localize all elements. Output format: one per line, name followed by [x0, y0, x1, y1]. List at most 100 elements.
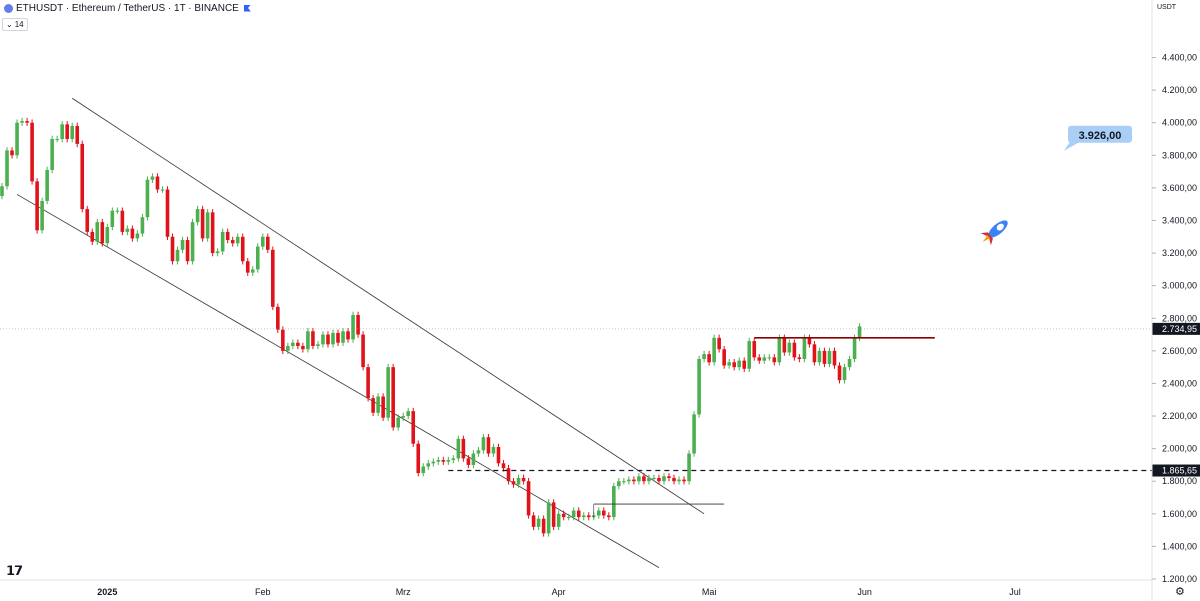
candle-body[interactable] — [747, 341, 752, 369]
candle-body[interactable] — [255, 246, 260, 270]
candle-body[interactable] — [647, 477, 651, 482]
candle-body[interactable] — [677, 479, 681, 482]
candle-body[interactable] — [95, 222, 100, 242]
candle-body[interactable] — [401, 416, 405, 418]
candle-body[interactable] — [627, 479, 631, 482]
candle-body[interactable] — [471, 453, 476, 465]
candle-body[interactable] — [622, 481, 626, 483]
candle-body[interactable] — [717, 337, 721, 350]
candle-body[interactable] — [75, 125, 80, 144]
candle-body[interactable] — [566, 517, 571, 519]
candle-body[interactable] — [757, 357, 762, 361]
candle-body[interactable] — [0, 186, 4, 197]
candle-body[interactable] — [556, 513, 561, 527]
candle-body[interactable] — [837, 365, 842, 381]
candle-body[interactable] — [230, 240, 235, 244]
candle-body[interactable] — [772, 357, 777, 363]
candle-body[interactable] — [436, 460, 441, 462]
candle-body[interactable] — [110, 210, 115, 228]
candle-body[interactable] — [697, 359, 701, 415]
candle-body[interactable] — [341, 331, 345, 343]
candle-body[interactable] — [155, 176, 160, 190]
candle-body[interactable] — [847, 359, 852, 368]
candle-body[interactable] — [782, 337, 787, 353]
candle-body[interactable] — [195, 209, 200, 223]
candle-body[interactable] — [60, 124, 64, 140]
candle-body[interactable] — [742, 360, 747, 369]
candle-body[interactable] — [120, 210, 125, 232]
candle-body[interactable] — [832, 350, 837, 366]
candle-body[interactable] — [160, 189, 165, 191]
candle-body[interactable] — [5, 150, 9, 187]
candle-body[interactable] — [827, 350, 832, 364]
candle-body[interactable] — [35, 181, 39, 231]
candle-body[interactable] — [787, 342, 792, 353]
candle-body[interactable] — [45, 169, 49, 201]
candle-body[interactable] — [331, 332, 335, 345]
symbol-header[interactable]: ETHUSDT · Ethereum / TetherUS · 1T · BIN… — [0, 0, 251, 16]
candle-body[interactable] — [852, 337, 857, 360]
candle-body[interactable] — [281, 329, 285, 351]
candle-body[interactable] — [581, 515, 586, 518]
candle-body[interactable] — [476, 450, 481, 454]
candle-body[interactable] — [732, 362, 736, 368]
candle-body[interactable] — [366, 367, 370, 399]
candle-body[interactable] — [20, 121, 24, 123]
candle-body[interactable] — [125, 228, 130, 232]
candle-body[interactable] — [376, 396, 380, 413]
candle-body[interactable] — [90, 231, 95, 242]
candle-body[interactable] — [511, 481, 516, 485]
candle-body[interactable] — [80, 143, 85, 210]
candle-body[interactable] — [797, 357, 802, 360]
candle-body[interactable] — [351, 315, 355, 340]
candle-body[interactable] — [10, 150, 14, 156]
candle-body[interactable] — [466, 458, 471, 465]
candle-body[interactable] — [170, 236, 175, 262]
candle-body[interactable] — [265, 236, 270, 250]
candle-body[interactable] — [441, 460, 446, 462]
candle-body[interactable] — [817, 350, 822, 363]
candle-body[interactable] — [501, 463, 506, 469]
candle-body[interactable] — [271, 249, 275, 307]
candle-body[interactable] — [406, 411, 411, 417]
candle-body[interactable] — [391, 367, 395, 428]
candle-body[interactable] — [602, 510, 606, 516]
candle-body[interactable] — [396, 417, 400, 428]
candle-body[interactable] — [702, 354, 706, 360]
candle-body[interactable] — [506, 468, 511, 482]
candle-body[interactable] — [812, 344, 817, 363]
candle-body[interactable] — [672, 477, 676, 482]
tradingview-logo[interactable]: 𝟭𝟳 — [6, 563, 23, 578]
candle-body[interactable] — [446, 460, 451, 462]
candle-body[interactable] — [451, 458, 456, 461]
candle-body[interactable] — [546, 502, 551, 534]
candle-body[interactable] — [371, 398, 375, 413]
candle-body[interactable] — [260, 236, 265, 247]
candle-body[interactable] — [526, 481, 531, 516]
candle-body[interactable] — [165, 189, 170, 237]
candle-body[interactable] — [145, 179, 150, 218]
candle-body[interactable] — [306, 331, 310, 350]
candle-body[interactable] — [521, 477, 526, 482]
candle-body[interactable] — [752, 341, 757, 358]
candle-body[interactable] — [115, 210, 120, 212]
target-label-box[interactable] — [1068, 125, 1132, 143]
candle-body[interactable] — [667, 476, 671, 478]
candle-body[interactable] — [637, 476, 641, 482]
candle-body[interactable] — [140, 217, 145, 234]
candle-body[interactable] — [235, 236, 240, 244]
candle-body[interactable] — [712, 337, 716, 363]
candle-body[interactable] — [65, 124, 69, 140]
candle-body[interactable] — [381, 396, 385, 418]
candle-body[interactable] — [175, 249, 180, 262]
candle-body[interactable] — [657, 477, 661, 482]
candle-body[interactable] — [456, 438, 461, 459]
candle-body[interactable] — [250, 269, 255, 273]
candle-body[interactable] — [576, 510, 581, 518]
candle-body[interactable] — [662, 476, 666, 482]
candle-body[interactable] — [586, 515, 591, 518]
candle-body[interactable] — [316, 344, 320, 346]
candle-body[interactable] — [722, 349, 726, 366]
candle-body[interactable] — [536, 518, 541, 527]
candle-body[interactable] — [311, 331, 315, 346]
